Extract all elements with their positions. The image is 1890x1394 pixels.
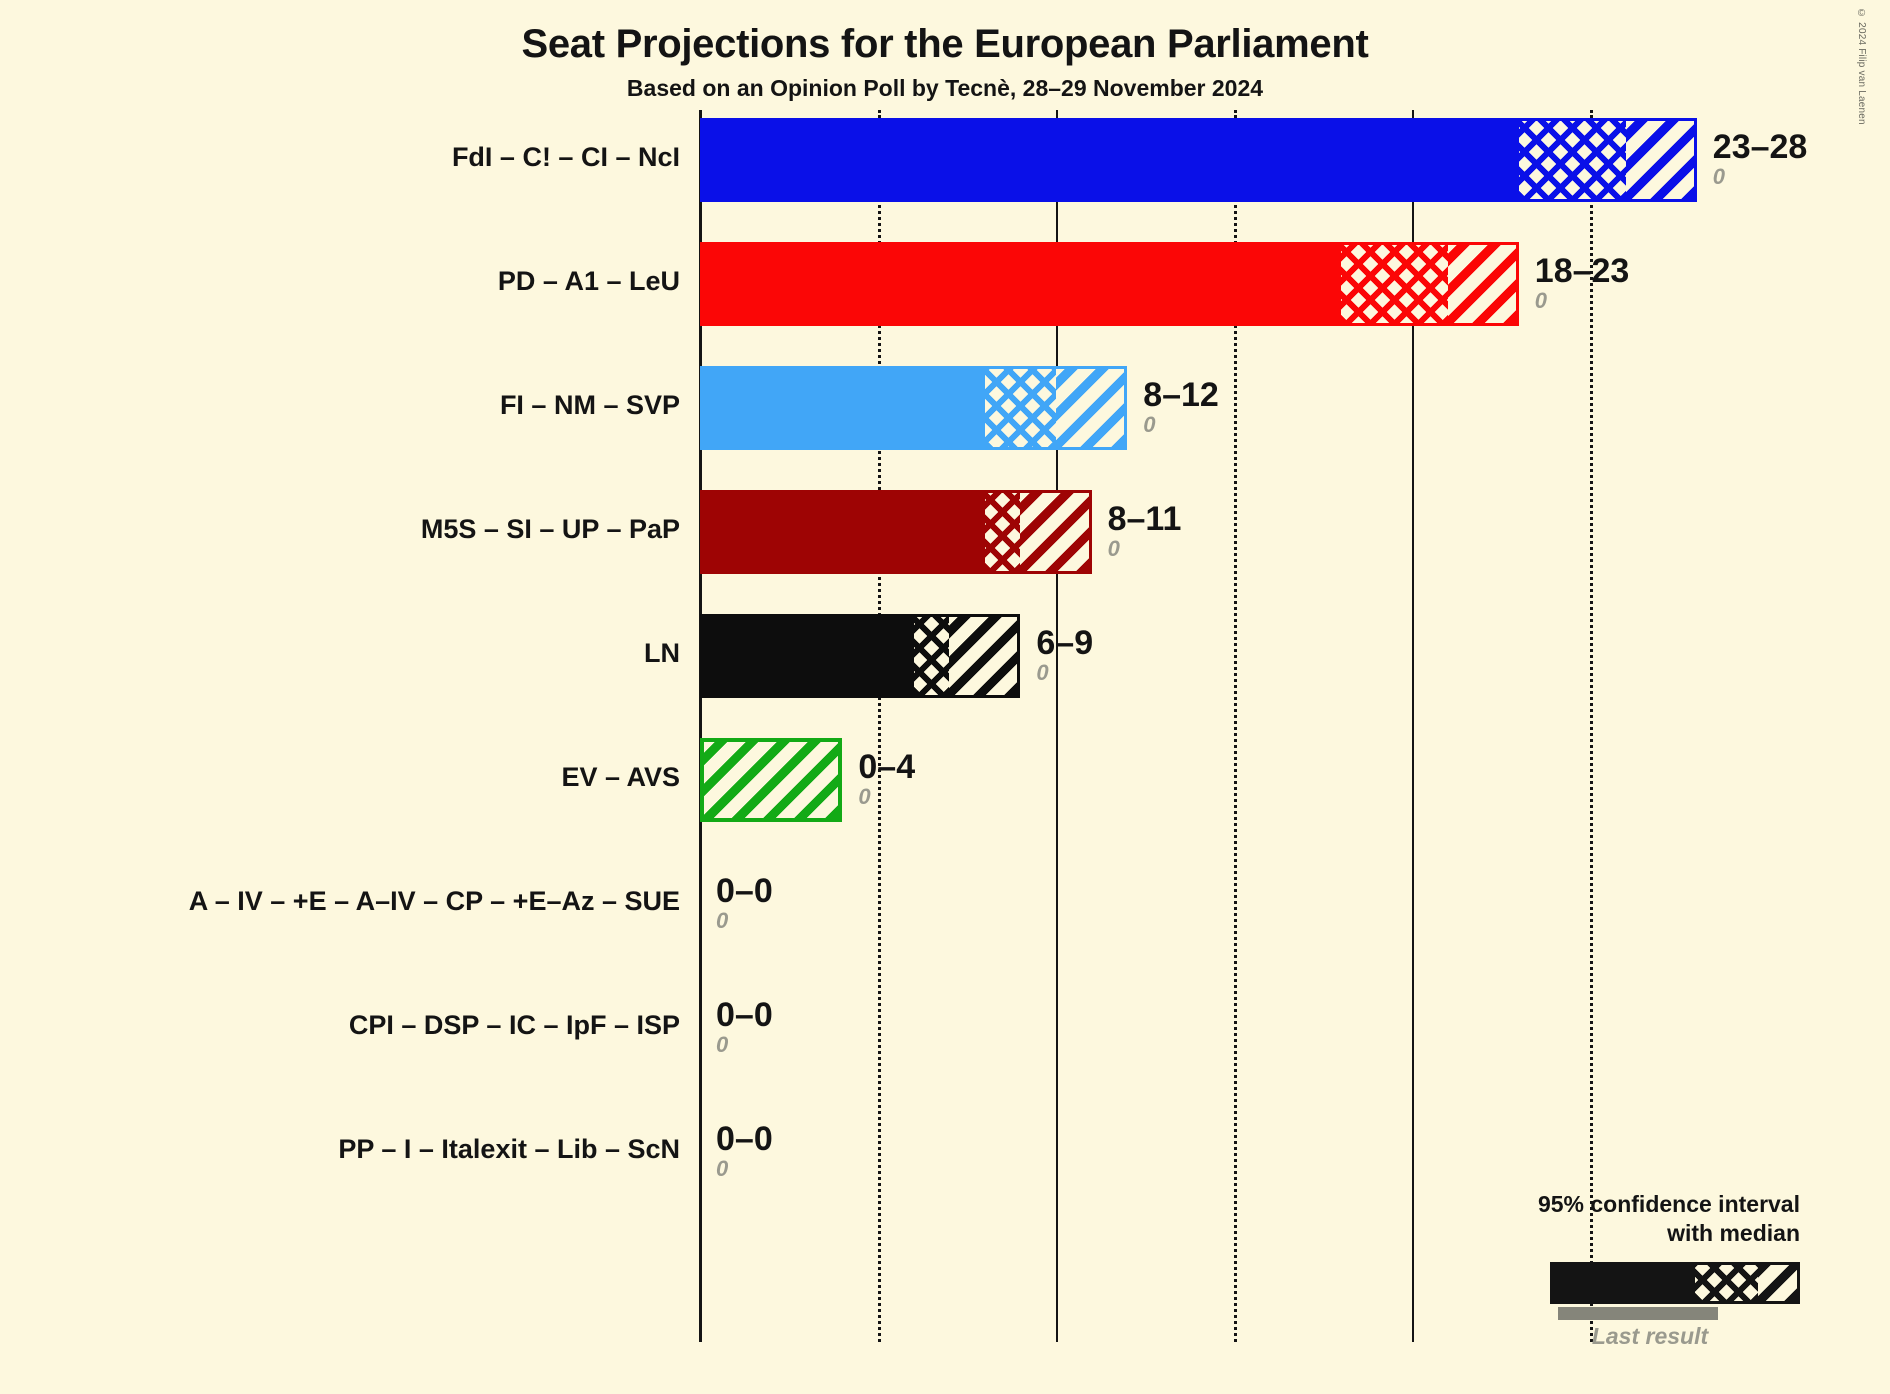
row-label-6: A – IV – +E – A–IV – CP – +E–Az – SUE — [188, 886, 680, 916]
row-label-0: FdI – C! – CI – NcI — [451, 142, 680, 172]
bar-3 — [700, 490, 1092, 574]
y-axis-line — [699, 110, 702, 1342]
value-group-0: 23–28 0 — [1713, 130, 1808, 190]
copyright-notice: © 2024 Filip van Laenen — [1856, 8, 1867, 125]
value-group-1: 18–23 0 — [1535, 254, 1630, 314]
last-result-label-2: 0 — [1143, 412, 1156, 437]
bar-1 — [700, 242, 1519, 326]
bar-4 — [700, 614, 1021, 698]
chart-row: LN 6–9 0 — [0, 614, 1890, 698]
bar-solid-segment-3 — [700, 490, 985, 574]
gridline-5 — [878, 110, 881, 1342]
bar-solid-segment-1 — [700, 242, 1341, 326]
legend-solid-segment — [1553, 1265, 1695, 1301]
row-label-5: EV – AVS — [561, 762, 680, 792]
last-result-label-1: 0 — [1534, 288, 1548, 313]
chart-row: CPI – DSP – IC – IpF – ISP 0–0 0 — [0, 986, 1890, 1070]
value-label-7: 0–0 — [716, 996, 773, 1034]
legend-line1: 95% confidence interval — [1537, 1191, 1800, 1217]
value-group-5: 0–4 0 — [858, 750, 915, 810]
row-label-1: PD – A1 – LeU — [497, 266, 680, 296]
bar-0 — [700, 118, 1697, 202]
row-label-4: LN — [644, 638, 680, 668]
chart-subtitle: Based on an Opinion Poll by Tecnè, 28–29… — [626, 75, 1264, 101]
value-group-2: 8–12 0 — [1143, 378, 1219, 438]
value-label-6: 0–0 — [716, 872, 773, 910]
bar-solid-segment-2 — [700, 366, 985, 450]
page-title: Seat Projections for the European Parlia… — [521, 22, 1369, 66]
last-result-label-8: 0 — [716, 1156, 729, 1181]
bar-diagonal-segment-2 — [1055, 366, 1128, 450]
last-result-label-5: 0 — [858, 784, 871, 809]
gridline-10 — [1056, 110, 1058, 1342]
bar-crosshatch-segment-0 — [1518, 118, 1626, 202]
value-label-3: 8–11 — [1107, 500, 1182, 538]
chart-row: A – IV – +E – A–IV – CP – +E–Az – SUE 0–0… — [0, 862, 1890, 946]
legend-diagonal-segment — [1757, 1265, 1797, 1301]
value-label-4: 6–9 — [1036, 624, 1094, 662]
bar-diagonal-segment-1 — [1447, 242, 1519, 326]
gridline-25 — [1590, 110, 1593, 1342]
value-group-8: 0–0 0 — [716, 1122, 773, 1182]
bar-solid-segment-4 — [700, 614, 914, 698]
legend: 95% confidence interval with median Last… — [1300, 1190, 1860, 1349]
value-group-7: 0–0 0 — [716, 998, 773, 1058]
chart-row: FI – NM – SVP 8–12 0 — [0, 366, 1890, 450]
bar-crosshatch-segment-4 — [913, 614, 950, 698]
chart-row: M5S – SI – UP – PaP 8–11 0 — [0, 490, 1890, 574]
chart-row: EV – AVS 0–4 0 — [0, 738, 1890, 822]
legend-line2: with median — [1667, 1220, 1800, 1246]
bar-solid-segment-0 — [700, 118, 1519, 202]
value-group-3: 8–11 0 — [1108, 502, 1182, 562]
bar-diagonal-segment-4 — [949, 614, 1021, 698]
bar-diagonal-segment-3 — [1020, 490, 1092, 574]
chart-row: PD – A1 – LeU 18–23 0 — [0, 242, 1890, 326]
last-result-label-0: 0 — [1712, 164, 1726, 189]
bar-diagonal-segment-0 — [1625, 118, 1697, 202]
value-label-8: 0–0 — [716, 1120, 773, 1158]
value-group-4: 6–9 0 — [1036, 626, 1093, 686]
legend-crosshatch-segment — [1694, 1265, 1758, 1301]
bar-crosshatch-segment-2 — [984, 366, 1056, 450]
row-label-7: CPI – DSP – IC – IpF – ISP — [348, 1010, 680, 1040]
value-label-5: 0–4 — [858, 748, 916, 786]
row-label-3: M5S – SI – UP – PaP — [420, 514, 680, 544]
row-label-8: PP – I – Italexit – Lib – ScN — [338, 1134, 680, 1164]
bar-crosshatch-segment-1 — [1340, 242, 1448, 326]
gridline-20 — [1412, 110, 1414, 1342]
value-group-6: 0–0 0 — [716, 874, 773, 934]
chart-row: PP – I – Italexit – Lib – ScN 0–0 0 — [0, 1110, 1890, 1194]
value-label-0: 23–28 — [1712, 128, 1808, 166]
legend-last-result-bar — [1558, 1307, 1718, 1320]
bar-diagonal-segment-5 — [704, 742, 839, 818]
bar-2 — [700, 366, 1128, 450]
last-result-label-4: 0 — [1036, 660, 1049, 685]
last-result-label-3: 0 — [1107, 536, 1120, 561]
last-result-label-6: 0 — [716, 908, 729, 933]
gridline-15 — [1234, 110, 1237, 1342]
value-label-2: 8–12 — [1143, 376, 1219, 414]
bar-crosshatch-segment-3 — [984, 490, 1021, 574]
row-label-2: FI – NM – SVP — [499, 390, 680, 420]
bar-5 — [700, 738, 843, 822]
chart-row: FdI – C! – CI – NcI 23–28 0 — [0, 118, 1890, 202]
last-result-label-7: 0 — [716, 1032, 729, 1057]
legend-sample-bar — [1550, 1262, 1800, 1304]
value-label-1: 18–23 — [1534, 252, 1630, 290]
legend-last-result-label: Last result — [1591, 1323, 1709, 1349]
